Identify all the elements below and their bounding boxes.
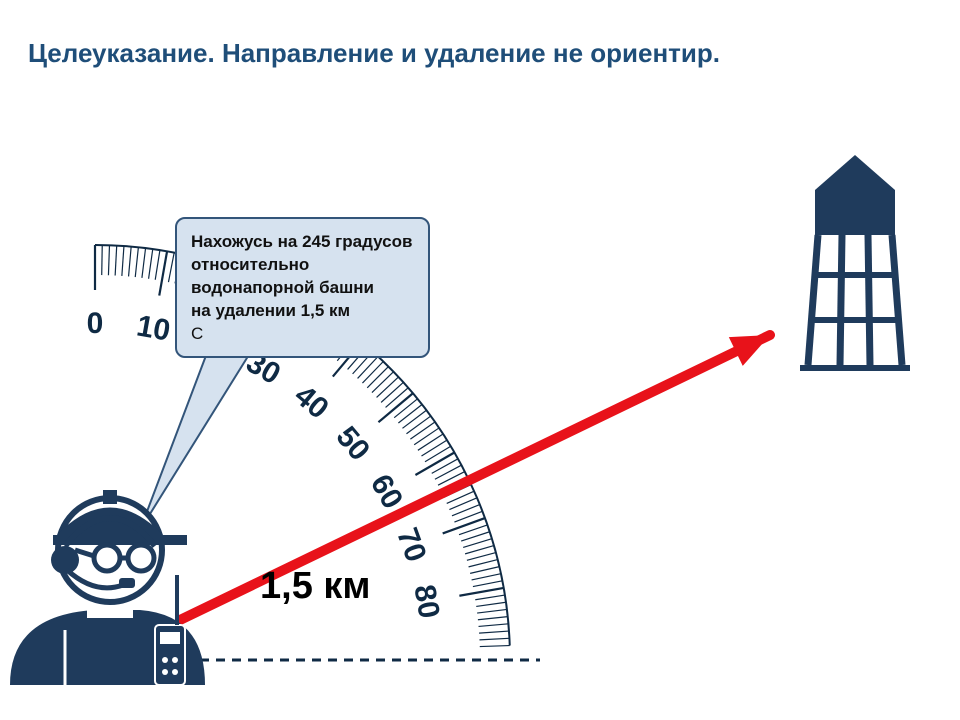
speech-line: водонапорной башни — [191, 277, 414, 300]
speech-line: относительно — [191, 254, 414, 277]
speech-bubble: Нахожусь на 245 градусов относительно во… — [175, 217, 430, 358]
svg-text:40: 40 — [288, 379, 335, 426]
distance-label: 1,5 км — [260, 565, 371, 608]
svg-text:80: 80 — [407, 582, 445, 621]
water-tower-icon — [800, 155, 910, 371]
svg-text:0: 0 — [87, 307, 104, 340]
svg-text:10: 10 — [134, 309, 173, 347]
diagram-stage: 01020304050607080 — [0, 0, 960, 720]
speech-line: Нахожусь на 245 градусов — [191, 231, 414, 254]
speech-bubble-tail — [140, 345, 255, 530]
svg-text:50: 50 — [329, 420, 376, 467]
speech-line: на удалении 1,5 км — [191, 300, 414, 323]
observer-icon — [10, 490, 205, 685]
svg-text:70: 70 — [390, 524, 432, 567]
speech-line: С — [191, 323, 414, 346]
